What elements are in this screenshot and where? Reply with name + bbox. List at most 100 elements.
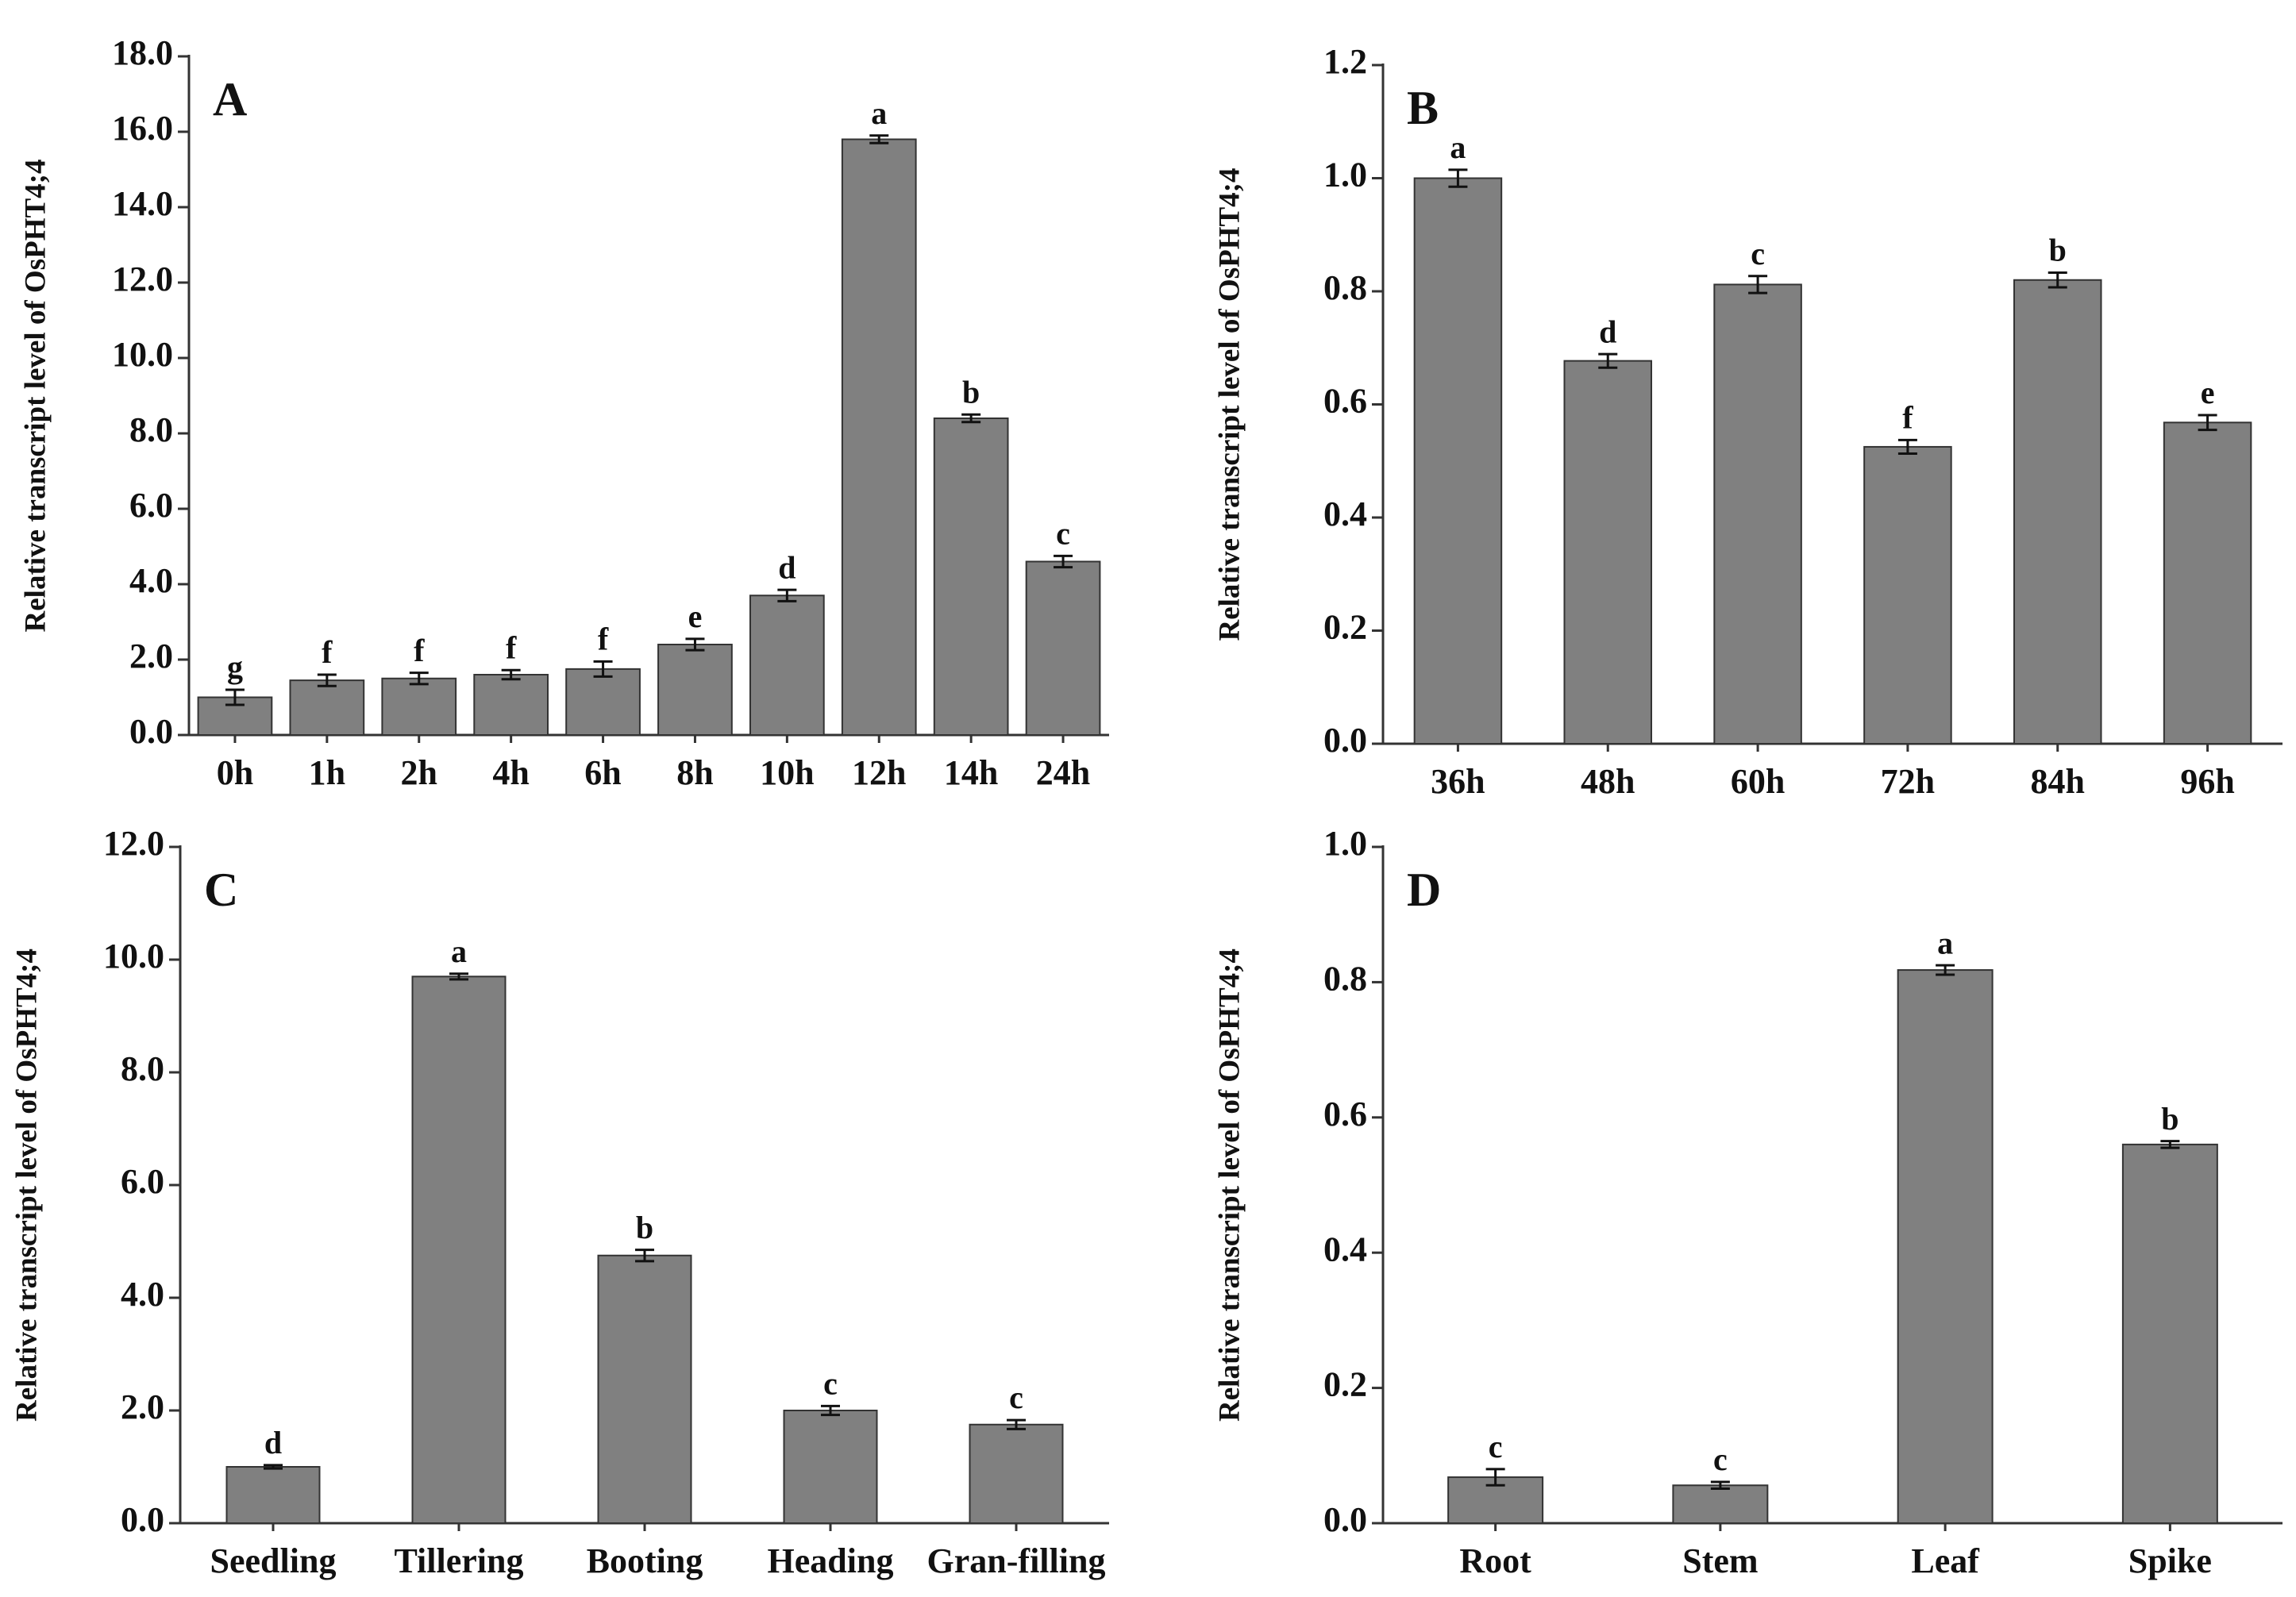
x-tick-label: Leaf — [1911, 1541, 1980, 1580]
bar — [289, 679, 365, 736]
x-tick-label: 60h — [1731, 762, 1785, 801]
y-tick-label: 0.0 — [1323, 1500, 1367, 1539]
significance-letter: f — [322, 634, 333, 670]
significance-letter: d — [1599, 314, 1616, 349]
significance-letter: b — [962, 374, 980, 410]
bar — [2163, 421, 2252, 745]
significance-letter: b — [636, 1210, 653, 1245]
y-tick-label: 0.0 — [1323, 721, 1367, 760]
x-tick-label: Stem — [1682, 1541, 1758, 1580]
y-tick-label: 0.8 — [1323, 959, 1367, 998]
significance-letter: f — [598, 621, 609, 657]
significance-letter: a — [1450, 129, 1466, 165]
significance-letter: f — [506, 629, 517, 665]
x-tick-label: 10h — [760, 753, 814, 792]
x-tick-label: 0h — [217, 753, 253, 792]
y-tick-label: 10.0 — [112, 335, 173, 374]
significance-letter: e — [2201, 375, 2215, 410]
y-tick-label: 0.2 — [1323, 608, 1367, 647]
y-tick-label: 1.0 — [1323, 824, 1367, 863]
bar — [473, 674, 549, 736]
bar — [225, 1466, 321, 1524]
bar — [1672, 1484, 1769, 1524]
x-tick-label: 36h — [1431, 762, 1485, 801]
bar — [565, 668, 641, 736]
y-tick-label: 2.0 — [121, 1387, 164, 1426]
significance-letter: d — [778, 549, 796, 585]
x-tick-label: Root — [1459, 1541, 1531, 1580]
bar — [411, 976, 507, 1525]
y-tick-label: 10.0 — [103, 937, 164, 976]
x-tick-label: 8h — [676, 753, 713, 792]
y-tick-label: 12.0 — [103, 824, 164, 863]
x-tick-label: 24h — [1036, 753, 1090, 792]
x-tick-label: 96h — [2180, 762, 2234, 801]
x-tick-label: Gran-filling — [927, 1541, 1106, 1580]
significance-letter: f — [1902, 400, 1913, 436]
y-tick-label: 0.6 — [1323, 1095, 1367, 1133]
x-tick-label: Booting — [587, 1541, 703, 1580]
y-tick-label: 16.0 — [112, 109, 173, 148]
significance-letter: b — [2161, 1101, 2179, 1137]
significance-letter: e — [688, 598, 703, 634]
y-tick-label: 0.2 — [1323, 1365, 1367, 1404]
bar — [1025, 560, 1101, 736]
y-tick-label: 0.6 — [1323, 382, 1367, 421]
bar — [1563, 360, 1653, 745]
bar — [657, 644, 733, 736]
x-tick-label: 4h — [492, 753, 529, 792]
panel-label: D — [1407, 864, 1441, 916]
bar — [2013, 279, 2102, 745]
y-tick-label: 1.0 — [1323, 156, 1367, 194]
bar — [749, 595, 825, 736]
y-tick-label: 0.4 — [1323, 494, 1367, 533]
significance-letter: c — [1056, 516, 1070, 552]
x-tick-label: 72h — [1881, 762, 1935, 801]
y-axis-label: Relative transcript level of OsPHT4;4 — [10, 949, 43, 1422]
x-tick-label: 12h — [852, 753, 906, 792]
significance-letter: a — [451, 933, 467, 969]
bar — [2121, 1143, 2218, 1524]
y-tick-label: 6.0 — [121, 1162, 164, 1201]
y-tick-label: 0.0 — [121, 1500, 164, 1539]
y-tick-label: 8.0 — [121, 1049, 164, 1088]
significance-letter: c — [1489, 1429, 1503, 1464]
panel-label: B — [1407, 82, 1439, 134]
y-tick-label: 14.0 — [112, 184, 173, 223]
significance-letter: c — [1751, 236, 1765, 271]
significance-letter: f — [414, 633, 425, 668]
y-axis-label: Relative transcript level of OsPHT4;4 — [1213, 168, 1246, 641]
x-tick-label: 84h — [2031, 762, 2085, 801]
y-tick-label: 18.0 — [112, 33, 173, 72]
significance-letter: a — [871, 95, 887, 131]
significance-letter: c — [823, 1365, 838, 1401]
y-tick-label: 0.8 — [1323, 268, 1367, 307]
x-tick-label: Heading — [768, 1541, 894, 1580]
y-tick-label: 1.2 — [1323, 42, 1367, 81]
y-axis-label: Relative transcript level of OsPHT4;4 — [1213, 949, 1246, 1422]
x-tick-label: 14h — [944, 753, 998, 792]
y-tick-label: 4.0 — [121, 1275, 164, 1314]
y-tick-label: 8.0 — [129, 410, 173, 449]
x-tick-label: Seedling — [210, 1541, 337, 1580]
x-tick-label: Tillering — [395, 1541, 524, 1580]
bar — [969, 1423, 1064, 1524]
x-tick-label: 2h — [401, 753, 437, 792]
y-axis-label: Relative transcript level of OsPHT4;4 — [19, 160, 52, 633]
bar — [1897, 969, 1994, 1524]
x-tick-label: 48h — [1581, 762, 1635, 801]
significance-letter: b — [2049, 233, 2067, 268]
bar — [597, 1254, 692, 1524]
bar — [1863, 445, 1952, 745]
y-tick-label: 6.0 — [129, 486, 173, 525]
bar — [841, 138, 917, 736]
y-tick-label: 2.0 — [129, 637, 173, 675]
bar — [1413, 177, 1503, 745]
x-tick-label: Spike — [2128, 1541, 2212, 1580]
y-tick-label: 0.4 — [1323, 1229, 1367, 1268]
bar — [381, 677, 457, 736]
significance-letter: a — [1937, 925, 1953, 960]
bar — [933, 418, 1009, 736]
significance-letter: c — [1713, 1441, 1728, 1477]
